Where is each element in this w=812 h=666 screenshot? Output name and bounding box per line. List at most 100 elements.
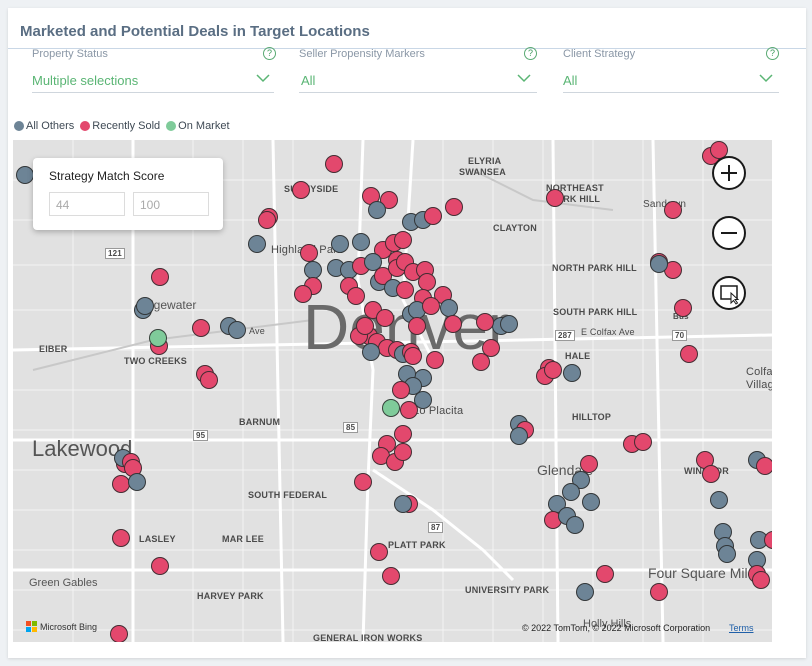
marker-recently-sold[interactable] <box>596 565 614 583</box>
marker-all-others[interactable] <box>248 235 266 253</box>
marker-recently-sold[interactable] <box>370 543 388 561</box>
marker-recently-sold[interactable] <box>392 381 410 399</box>
marker-all-others[interactable] <box>352 233 370 251</box>
marker-recently-sold[interactable] <box>110 625 128 642</box>
marker-recently-sold[interactable] <box>674 299 692 317</box>
marker-all-others[interactable] <box>364 253 382 271</box>
legend-item-all-others[interactable]: All Others <box>14 120 74 132</box>
marker-recently-sold[interactable] <box>356 317 374 335</box>
marker-recently-sold[interactable] <box>347 287 365 305</box>
marker-recently-sold[interactable] <box>408 317 426 335</box>
marker-recently-sold[interactable] <box>634 433 652 451</box>
marker-all-others[interactable] <box>440 299 458 317</box>
marker-recently-sold[interactable] <box>702 465 720 483</box>
marker-all-others[interactable] <box>562 483 580 501</box>
marker-recently-sold[interactable] <box>258 211 276 229</box>
marker-recently-sold[interactable] <box>400 401 418 419</box>
marker-all-others[interactable] <box>582 493 600 511</box>
marker-recently-sold[interactable] <box>200 371 218 389</box>
route-shield: 70 <box>672 330 688 341</box>
slicer-value[interactable]: All <box>563 73 578 88</box>
help-icon[interactable]: ? <box>766 47 779 60</box>
marker-all-others[interactable] <box>718 545 736 563</box>
marker-recently-sold[interactable] <box>394 231 412 249</box>
marker-recently-sold[interactable] <box>476 313 494 331</box>
marker-recently-sold[interactable] <box>376 309 394 327</box>
chevron-down-icon[interactable] <box>517 73 531 83</box>
marker-recently-sold[interactable] <box>325 155 343 173</box>
marker-recently-sold[interactable] <box>422 297 440 315</box>
place-label: PLATT PARK <box>388 540 446 550</box>
zoom-out-button[interactable] <box>712 216 746 250</box>
marker-all-others[interactable] <box>576 583 594 601</box>
marker-recently-sold[interactable] <box>546 189 564 207</box>
place-label: CLAYTON <box>493 223 537 233</box>
minus-icon <box>721 232 737 234</box>
marker-all-others[interactable] <box>128 473 146 491</box>
marker-all-others[interactable] <box>414 391 432 409</box>
marker-recently-sold[interactable] <box>680 345 698 363</box>
marker-recently-sold[interactable] <box>482 339 500 357</box>
marker-recently-sold[interactable] <box>650 583 668 601</box>
marker-recently-sold[interactable] <box>404 347 422 365</box>
marker-recently-sold[interactable] <box>151 557 169 575</box>
marker-recently-sold[interactable] <box>382 567 400 585</box>
marker-recently-sold[interactable] <box>394 443 412 461</box>
legend-item-recently-sold[interactable]: Recently Sold <box>80 120 160 132</box>
marker-recently-sold[interactable] <box>445 198 463 216</box>
marker-all-others[interactable] <box>394 495 412 513</box>
marker-recently-sold[interactable] <box>294 285 312 303</box>
marker-recently-sold[interactable] <box>394 425 412 443</box>
route-shield: 85 <box>343 422 359 433</box>
legend-item-on-market[interactable]: On Market <box>166 120 230 132</box>
marker-recently-sold[interactable] <box>112 529 130 547</box>
marker-all-others[interactable] <box>331 235 349 253</box>
place-label: SWANSEA <box>459 167 506 177</box>
place-label: TWO CREEKS <box>124 356 188 366</box>
marker-recently-sold[interactable] <box>396 281 414 299</box>
map-legend: All Others Recently Sold On Market <box>14 120 236 132</box>
client-strategy-slicer[interactable]: Client Strategy ? All <box>563 47 779 96</box>
terms-link[interactable]: Terms <box>729 623 754 633</box>
marker-recently-sold[interactable] <box>544 361 562 379</box>
marker-recently-sold[interactable] <box>300 244 318 262</box>
marker-all-others[interactable] <box>566 516 584 534</box>
zoom-in-button[interactable] <box>712 156 746 190</box>
marker-all-others[interactable] <box>228 321 246 339</box>
marker-recently-sold[interactable] <box>192 319 210 337</box>
marker-recently-sold[interactable] <box>424 207 442 225</box>
marker-recently-sold[interactable] <box>752 571 770 589</box>
marker-all-others[interactable] <box>362 343 380 361</box>
marker-all-others[interactable] <box>16 166 34 184</box>
marker-all-others[interactable] <box>563 364 581 382</box>
score-min-input[interactable]: 44 <box>49 192 125 216</box>
select-area-button[interactable] <box>712 276 746 310</box>
marker-recently-sold[interactable] <box>354 473 372 491</box>
score-max-input[interactable]: 100 <box>133 192 209 216</box>
marker-on-market[interactable] <box>382 399 400 417</box>
place-label: Green Gables <box>29 577 98 589</box>
marker-all-others[interactable] <box>368 201 386 219</box>
marker-all-others[interactable] <box>650 255 668 273</box>
help-icon[interactable]: ? <box>524 47 537 60</box>
chevron-down-icon[interactable] <box>256 73 270 83</box>
help-icon[interactable]: ? <box>263 47 276 60</box>
seller-propensity-slicer[interactable]: Seller Propensity Markers ? All <box>299 47 537 96</box>
marker-all-others[interactable] <box>710 491 728 509</box>
marker-recently-sold[interactable] <box>756 457 772 475</box>
marker-recently-sold[interactable] <box>151 268 169 286</box>
marker-all-others[interactable] <box>500 315 518 333</box>
marker-recently-sold[interactable] <box>426 351 444 369</box>
marker-recently-sold[interactable] <box>444 315 462 333</box>
slicer-value[interactable]: Multiple selections <box>32 73 139 88</box>
property-status-slicer[interactable]: Property Status ? Multiple selections <box>32 47 276 96</box>
marker-recently-sold[interactable] <box>472 353 490 371</box>
chevron-down-icon[interactable] <box>759 73 773 83</box>
marker-all-others[interactable] <box>136 297 154 315</box>
marker-recently-sold[interactable] <box>664 201 682 219</box>
marker-recently-sold[interactable] <box>292 181 310 199</box>
marker-on-market[interactable] <box>149 329 167 347</box>
marker-recently-sold[interactable] <box>580 455 598 473</box>
slicer-value[interactable]: All <box>301 73 316 88</box>
marker-all-others[interactable] <box>510 427 528 445</box>
